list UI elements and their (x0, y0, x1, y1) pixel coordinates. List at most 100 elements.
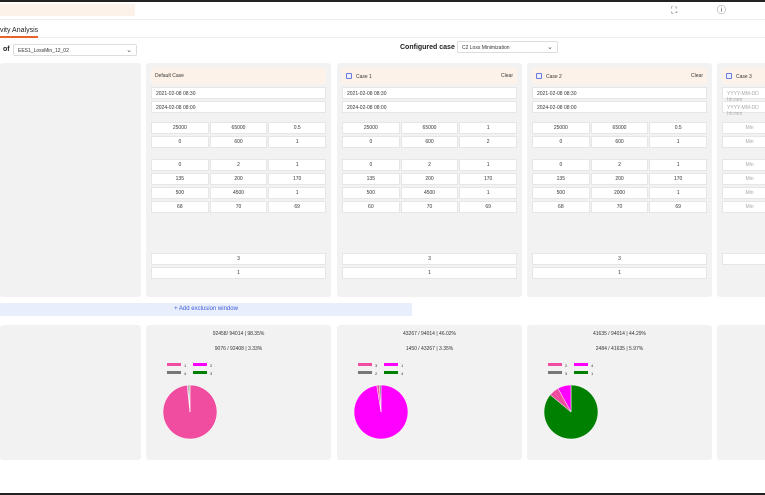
result-summary-1: 41635 / 94014 | 44.29% (592, 331, 646, 337)
tab-divider (0, 37, 765, 38)
min-input[interactable]: Min (722, 187, 765, 199)
start-date-input[interactable]: 2021-02-08 08:30 (342, 87, 517, 99)
parameter-input[interactable]: 2000 (590, 187, 649, 199)
parameter-input[interactable]: 69 (268, 201, 327, 213)
parameter-input[interactable]: 0.5 (649, 122, 708, 134)
parameter-input[interactable]: 600 (590, 136, 649, 148)
min-input[interactable]: Min (722, 173, 765, 185)
single-value-input[interactable]: 3 (532, 253, 707, 265)
parameter-input[interactable]: 65000 (590, 122, 649, 134)
start-date-input[interactable]: 2021-02-08 08:30 (532, 87, 707, 99)
legend-swatch (167, 371, 181, 374)
parameter-input[interactable]: 25000 (151, 122, 209, 134)
start-date-input[interactable]: 2021-02-08 08:30 (151, 87, 326, 99)
parameter-input[interactable]: 1 (459, 122, 518, 134)
parameter-input[interactable]: 0 (532, 136, 590, 148)
parameter-input[interactable]: 135 (342, 173, 400, 185)
parameter-input[interactable]: 135 (532, 173, 590, 185)
case-title: Case 2 (546, 74, 562, 80)
parameter-input[interactable]: 25000 (532, 122, 590, 134)
parameter-input[interactable]: 2 (400, 159, 459, 171)
parameter-input[interactable]: 4500 (400, 187, 459, 199)
parameter-input[interactable]: 1 (649, 136, 708, 148)
add-exclusion-window-button[interactable]: + Add exclusion window (0, 303, 412, 316)
parameter-input[interactable]: 70 (209, 201, 268, 213)
tab-sensitivity-analysis[interactable]: vity Analysis (0, 27, 39, 38)
parameter-input[interactable]: 1 (459, 159, 518, 171)
parameter-input[interactable]: 500 (532, 187, 590, 199)
clear-button[interactable]: Clear (691, 73, 703, 79)
min-input[interactable]: Min (722, 159, 765, 171)
parameter-input[interactable]: 170 (459, 173, 518, 185)
parameter-input[interactable]: 2 (590, 159, 649, 171)
parameter-input[interactable]: 65000 (400, 122, 459, 134)
min-input[interactable]: Min (722, 136, 765, 148)
parameter-input[interactable]: 68 (532, 201, 590, 213)
parameter-input[interactable]: 68 (151, 201, 209, 213)
result-summary-2: 2484 / 41635 | 5.97% (595, 346, 644, 352)
start-date-input[interactable]: YYYY-MM-DD hh:mm (722, 87, 765, 103)
parameter-input[interactable]: 600 (400, 136, 459, 148)
end-date-input[interactable]: 2024-02-08 08:00 (532, 101, 707, 113)
case3-value-input[interactable] (722, 253, 765, 265)
parameter-input[interactable]: 0 (151, 136, 209, 148)
min-input[interactable]: Min (722, 201, 765, 213)
parameter-input[interactable]: 200 (209, 173, 268, 185)
help-icon[interactable]: ⓘ (717, 5, 727, 15)
parameter-input[interactable]: 2 (209, 159, 268, 171)
top-bar-search-area[interactable] (0, 4, 135, 16)
legend-swatch (358, 371, 372, 374)
clear-button[interactable]: Clear (501, 73, 513, 79)
result-summary-1: 92458/ 94014 | 98.35% (212, 331, 265, 337)
parameter-input[interactable]: 1 (649, 159, 708, 171)
parameter-input[interactable]: 600 (209, 136, 268, 148)
parameter-input[interactable]: 70 (590, 201, 649, 213)
case-checkbox[interactable] (346, 73, 352, 79)
parameter-input[interactable]: 1 (459, 187, 518, 199)
legend-item: 4 (167, 371, 186, 377)
parameter-input[interactable]: 200 (590, 173, 649, 185)
case-checkbox[interactable] (726, 73, 732, 79)
single-value-input[interactable]: 1 (532, 267, 707, 279)
parameter-input[interactable]: 0 (532, 159, 590, 171)
parameter-input[interactable]: 1 (268, 136, 327, 148)
parameter-input[interactable]: 70 (400, 201, 459, 213)
parameter-input[interactable]: 65000 (209, 122, 268, 134)
parameter-input[interactable]: 0 (342, 136, 400, 148)
parameter-input[interactable]: 2 (459, 136, 518, 148)
expand-icon[interactable]: ⛶ (671, 5, 678, 15)
end-date-input[interactable]: 2024-02-08 08:00 (342, 101, 517, 113)
end-date-input[interactable]: 2024-02-08 08:00 (151, 101, 326, 113)
parameter-input[interactable]: 200 (400, 173, 459, 185)
parameter-input[interactable]: 69 (649, 201, 708, 213)
parameter-input[interactable]: 1 (268, 159, 327, 171)
configured-case-select[interactable]: C2 Loss Minimization ⌄ (457, 41, 558, 53)
single-value-input[interactable]: 3 (151, 253, 326, 265)
min-input[interactable]: Min (722, 122, 765, 134)
single-value-input[interactable]: 1 (342, 267, 517, 279)
parameter-input[interactable]: 0 (151, 159, 209, 171)
parameter-input[interactable]: 500 (151, 187, 209, 199)
legend-item: 2 (358, 371, 377, 377)
parameter-input[interactable]: 0.5 (268, 122, 327, 134)
pie-legend: 2 4 3 1 (548, 363, 628, 379)
parameter-input[interactable]: 135 (151, 173, 209, 185)
parameter-input[interactable]: 1 (649, 187, 708, 199)
parameter-input[interactable]: 1 (268, 187, 327, 199)
case-card-header: Default Case (151, 68, 326, 84)
single-value-input[interactable]: 1 (151, 267, 326, 279)
parameter-input[interactable]: 170 (268, 173, 327, 185)
case-set-select[interactable]: EES1_LossMin_12_02 ⌄ (13, 44, 137, 56)
end-date-input[interactable]: YYYY-MM-DD hh:mm (722, 101, 765, 117)
parameter-input[interactable]: 500 (342, 187, 400, 199)
parameter-input[interactable]: 60 (342, 201, 400, 213)
parameter-input[interactable]: 4500 (209, 187, 268, 199)
parameter-input[interactable]: 0 (342, 159, 400, 171)
parameter-input[interactable]: 25000 (342, 122, 400, 134)
case-checkbox[interactable] (536, 73, 542, 79)
parameter-row: 0 600 1 (532, 136, 708, 148)
parameter-input[interactable]: 69 (459, 201, 518, 213)
single-value-input[interactable]: 3 (342, 253, 517, 265)
parameter-input[interactable]: 170 (649, 173, 708, 185)
legend-swatch (384, 363, 398, 366)
